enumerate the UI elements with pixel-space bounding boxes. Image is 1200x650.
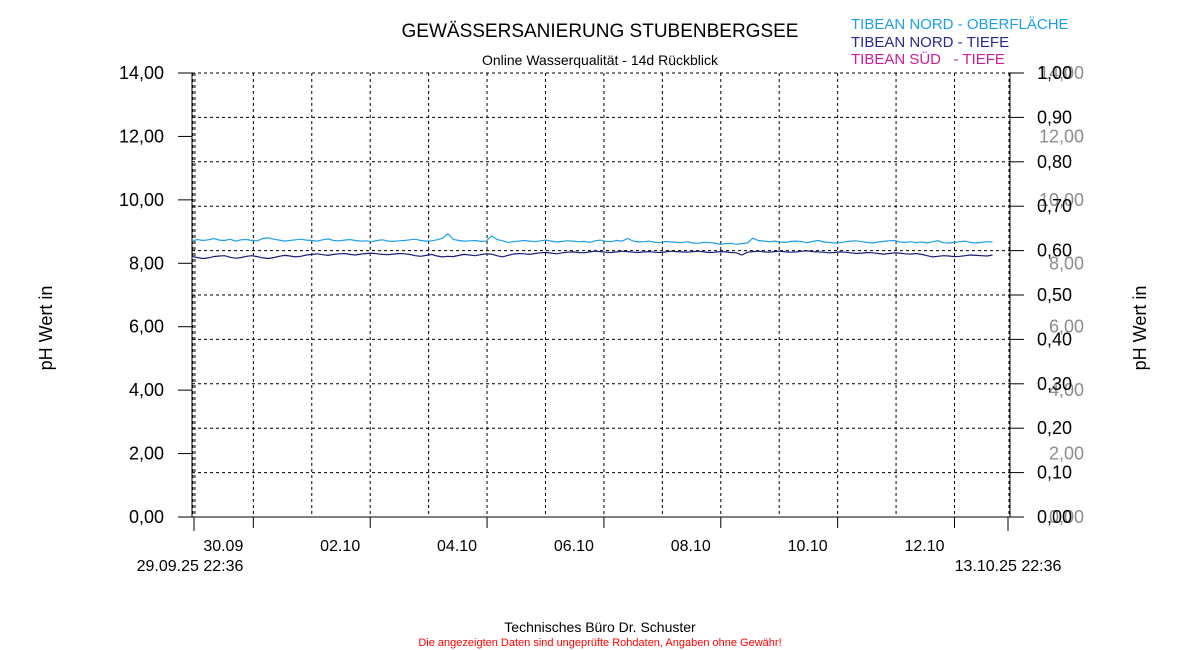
footer-disclaimer: Die angezeigten Daten sind ungeprüfte Ro…	[418, 637, 781, 649]
x-tick-label: 08.10	[671, 538, 711, 555]
y2-tick-label: 0,30	[1037, 374, 1072, 394]
legend-entry-sued-tiefe: TIBEAN SÜD - TIEFE	[851, 50, 1005, 68]
y2-tick-label: 0,20	[1037, 418, 1072, 438]
y3-tick-label: 0,00	[1049, 507, 1084, 527]
x-end-label: 13.10.25 22:36	[955, 558, 1062, 575]
y2-tick-label: 0,80	[1037, 152, 1072, 172]
y3-tick-label: 14,00	[1039, 63, 1084, 83]
y2-tick-label: 0,60	[1037, 241, 1072, 261]
legend-entry-nord-oberflaeche: TIBEAN NORD - OBERFLÄCHE	[851, 16, 1069, 33]
y-tick-label: 8,00	[129, 253, 164, 273]
x-tick-label: 10.10	[788, 538, 828, 555]
y-axis-label-left: pH Wert in	[36, 286, 56, 371]
x-tick-label: 06.10	[554, 538, 594, 555]
chart-title: GEWÄSSERSANIERUNG STUBENBERGSEE	[402, 21, 799, 42]
y2-tick-label: 0,90	[1037, 107, 1072, 127]
x-tick-label: 02.10	[320, 538, 360, 555]
y-tick-label: 14,00	[119, 63, 164, 83]
series-layer	[191, 232, 993, 260]
y3-tick-label: 12,00	[1039, 126, 1084, 146]
y-tick-label: 10,00	[119, 190, 164, 210]
y2-tick-label: 1,00	[1037, 63, 1072, 83]
tick-labels: 0,00 2,00 4,00 6,00 8,00 10,00 12,00 14,00 0,00 2…	[119, 63, 1084, 555]
y-tick-label: 12,00	[119, 126, 164, 146]
footer-company: Technisches Büro Dr. Schuster	[504, 619, 696, 635]
y2-tick-label: 0,50	[1037, 285, 1072, 305]
y3-tick-label: 6,00	[1049, 317, 1084, 337]
y3-tick-label: 10,00	[1039, 190, 1084, 210]
y-tick-label: 6,00	[129, 317, 164, 337]
y-tick-label: 0,00	[129, 507, 164, 527]
y-axis-label-right: pH Wert in	[1130, 286, 1150, 371]
series-line-1	[191, 250, 993, 260]
y2-tick-label: 0,70	[1037, 196, 1072, 216]
x-tick-label: 30.09	[203, 538, 243, 555]
y3-tick-label: 4,00	[1049, 380, 1084, 400]
series-line-0	[191, 232, 993, 245]
chart-subtitle: Online Wasserqualität - 14d Rückblick	[482, 52, 719, 68]
grid	[192, 72, 1010, 517]
y2-tick-label: 0,40	[1037, 329, 1072, 349]
legend-entry-nord-tiefe: TIBEAN NORD - TIEFE	[851, 34, 1009, 51]
y2-tick-label: 0,00	[1037, 507, 1072, 527]
x-tick-label: 12.10	[904, 538, 944, 555]
x-start-label: 29.09.25 22:36	[137, 558, 244, 575]
y-tick-label: 4,00	[129, 380, 164, 400]
y3-tick-label: 2,00	[1049, 444, 1084, 464]
y-tick-label: 2,00	[129, 444, 164, 464]
x-tick-label: 04.10	[437, 538, 477, 555]
y2-tick-label: 0,10	[1037, 463, 1072, 483]
axes	[178, 72, 1024, 531]
y3-tick-label: 8,00	[1049, 253, 1084, 273]
